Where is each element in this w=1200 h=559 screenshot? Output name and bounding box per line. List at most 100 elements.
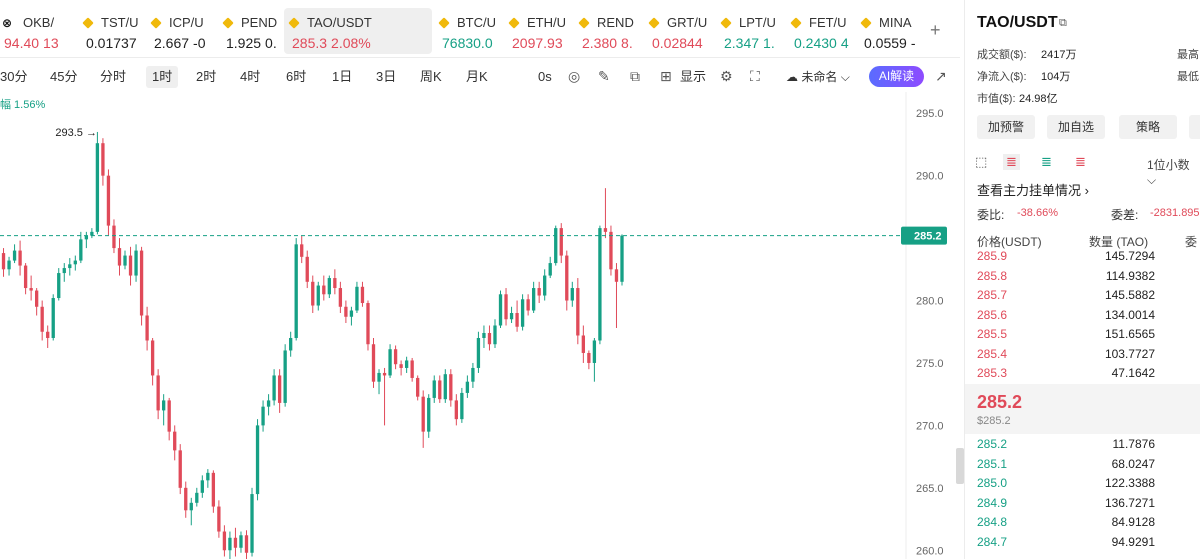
candle-body	[57, 273, 61, 299]
bid-ask-ratio-label: 委比:	[977, 208, 1005, 222]
timeframe-4[interactable]: 1时	[146, 66, 179, 88]
layout-name-dropdown[interactable]: ☁ 未命名 ⌵	[786, 70, 850, 84]
book-both-icon[interactable]: ≣	[1003, 154, 1020, 170]
main-orders-link[interactable]: 查看主力挂单情况 ›	[977, 183, 1089, 198]
candle-body	[95, 143, 100, 232]
timeframe-9[interactable]: 3日	[376, 69, 397, 84]
ticker-okb[interactable]: ⊗ OKB/94.40 13	[0, 8, 76, 54]
order-qty: 84.9128	[1111, 515, 1155, 529]
ticker-lptu[interactable]: LPT/U 2.347 1.	[716, 8, 784, 54]
candle-body	[482, 332, 486, 338]
order-price: 285.1	[977, 456, 1008, 471]
timeframe-5[interactable]: 2时	[196, 69, 217, 84]
order-book-row[interactable]: 284.7 94.9291	[965, 535, 1200, 554]
order-qty: 136.7271	[1104, 495, 1155, 510]
timeframe-11[interactable]: 月K	[466, 69, 488, 84]
more-button[interactable]	[1189, 115, 1200, 139]
camera-icon[interactable]: ◎	[568, 68, 581, 84]
order-book-row[interactable]: 285.7 145.5882	[965, 288, 1200, 307]
panel-resize-handle[interactable]	[956, 448, 964, 484]
decimals-select[interactable]: 1位小数 ⌵	[1147, 158, 1190, 187]
order-book-row[interactable]: 285.3 47.1642	[965, 366, 1200, 385]
timeframe-7[interactable]: 6时	[286, 69, 307, 84]
panel-button-1[interactable]: 加预警	[977, 115, 1035, 139]
ticker-grtu[interactable]: GRT/U 0.02844	[644, 8, 714, 54]
chart-canvas[interactable]: 295.0290.0285.0280.0275.0270.0265.0260.0…	[0, 92, 960, 559]
order-price: 284.7	[977, 534, 1008, 549]
order-book-row[interactable]: 285.9 145.7294	[965, 249, 1200, 268]
refresh-interval[interactable]: 0s	[538, 69, 552, 84]
candle-body	[162, 400, 166, 411]
ticker-btcu[interactable]: BTC/U 76830.0	[434, 8, 502, 54]
order-book-row[interactable]: 284.9 136.7271	[965, 496, 1200, 515]
ticker-fetu[interactable]: FET/U 0.2430 4	[786, 8, 854, 54]
share-icon[interactable]: ↗	[935, 68, 947, 84]
candle-body	[233, 537, 238, 548]
ticker-rend[interactable]: REND 2.380 8.	[574, 8, 642, 54]
timeframe-10[interactable]: 周K	[420, 69, 442, 84]
timeframe-1[interactable]: 30分	[0, 69, 28, 84]
panel-button-2[interactable]: 加自选	[1047, 115, 1105, 139]
decimals-value: 1位小数	[1147, 158, 1190, 172]
order-book-row[interactable]: 285.4 103.7727	[965, 347, 1200, 366]
ticker-price: 2.667	[154, 35, 190, 51]
external-link-icon[interactable]: ⬚	[975, 154, 988, 169]
y-tick-label: 275.0	[916, 358, 944, 370]
candlestick-chart[interactable]: 295.0290.0285.0280.0275.0270.0265.0260.0…	[0, 92, 960, 559]
ticker-taousdt[interactable]: TAO/USDT 285.3 2.08%	[284, 8, 432, 54]
display-button[interactable]: 显示	[680, 69, 707, 84]
ticker-tstu[interactable]: TST/U 0.01737	[78, 8, 144, 54]
indicator-icon[interactable]: ⊞	[660, 68, 672, 84]
ticker-ethu[interactable]: ETH/U 2097.93	[504, 8, 572, 54]
candle-body	[134, 250, 138, 276]
window-icon[interactable]: ⧉	[630, 68, 640, 84]
candle-body	[432, 380, 436, 398]
candle-body	[222, 531, 227, 551]
settings-icon[interactable]: ⚙	[720, 68, 733, 84]
order-book-row[interactable]: 285.1 68.0247	[965, 457, 1200, 476]
order-qty: 145.5882	[1104, 288, 1155, 302]
candle-body	[128, 255, 133, 276]
binance-icon	[82, 16, 94, 29]
order-book-row[interactable]: 285.6 134.0014	[965, 308, 1200, 327]
book-view-tools: ⬚ ≣ ≣ ≣	[975, 154, 1200, 174]
add-ticker-button[interactable]: +	[930, 20, 941, 40]
pencil-icon[interactable]: ✎	[598, 68, 610, 84]
candle-body	[167, 400, 171, 432]
order-book-row[interactable]: 285.2 11.7876	[965, 437, 1200, 456]
timeframe-2[interactable]: 45分	[50, 69, 78, 84]
bid-ask-diff-label: 委差:	[1111, 208, 1139, 222]
candle-body	[255, 425, 260, 495]
ticker-price: 0.02844	[652, 35, 703, 51]
order-book-row[interactable]: 285.5 151.6565	[965, 327, 1200, 346]
ticker-pend[interactable]: PEND 1.925 0.	[218, 8, 282, 54]
ticker-change: 1.	[763, 35, 775, 51]
ticker-name: GRT/U	[667, 15, 708, 30]
order-book-row[interactable]: 285.8 114.9382	[965, 269, 1200, 288]
ticker-mina[interactable]: MINA 0.0559-	[856, 8, 926, 54]
candle-body	[178, 450, 182, 488]
ticker-change: -0	[193, 35, 206, 51]
order-book-panel: TAO/USDT ⧉ 成交额($): 2417万 最高 净流入($): 104万 最低 市值…	[964, 0, 1200, 559]
book-asks-icon[interactable]: ≣	[1075, 154, 1086, 169]
ticker-icpu[interactable]: ICP/U 2.667 -0	[146, 8, 216, 54]
timeframe-3[interactable]: 分时	[100, 69, 127, 84]
timeframe-8[interactable]: 1日	[332, 69, 353, 84]
y-tick-label: 260.0	[916, 545, 944, 557]
book-bids-icon[interactable]: ≣	[1041, 154, 1052, 169]
candle-body	[554, 228, 558, 264]
candle-body	[438, 380, 442, 400]
timeframe-6[interactable]: 4时	[240, 69, 261, 84]
order-book-row[interactable]: 285.0 122.3388	[965, 476, 1200, 495]
ticker-name: REND	[597, 15, 634, 30]
order-price: 285.2	[977, 437, 1008, 451]
order-price: 285.7	[977, 288, 1008, 302]
candle-body	[592, 340, 597, 363]
ai-interpret-button[interactable]: AI解读	[869, 66, 924, 87]
panel-button-3[interactable]: 策略	[1119, 115, 1177, 139]
candle-body	[289, 337, 293, 351]
candle-body	[272, 375, 276, 401]
copy-icon[interactable]: ⧉	[1059, 17, 1067, 29]
order-book-row[interactable]: 284.8 84.9128	[965, 515, 1200, 534]
fullscreen-icon[interactable]: ⛶	[750, 68, 760, 84]
